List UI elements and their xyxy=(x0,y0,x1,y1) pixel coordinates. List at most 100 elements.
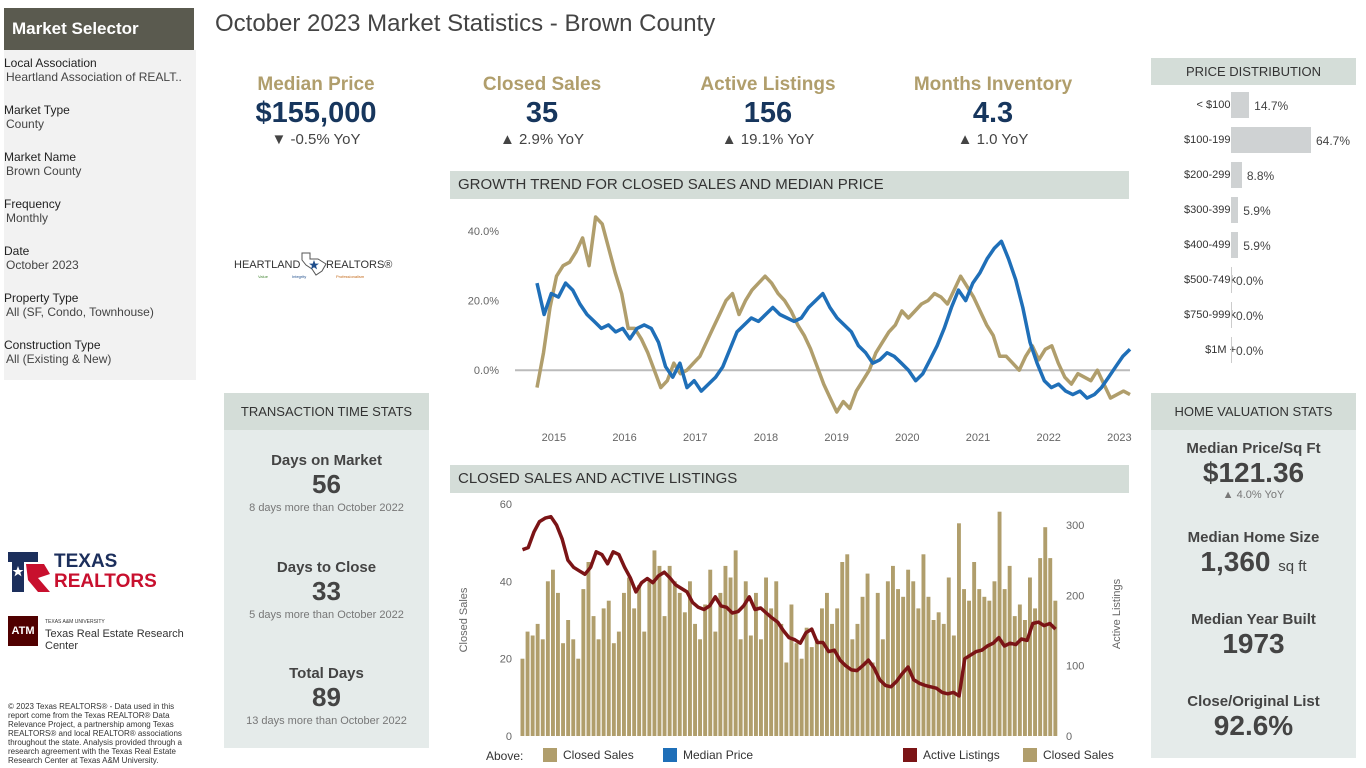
price-distribution-chart: < $100k 14.7% $100-199k 64.7% $200-299k 8.8% $… xyxy=(1151,92,1366,382)
stat-title: Days on Market xyxy=(271,452,382,469)
price-bucket-label: $200-299k xyxy=(1184,169,1236,181)
closed-sales-bar xyxy=(936,612,941,736)
closed-sales-bar xyxy=(693,623,697,736)
stat-note: 13 days more than October 2022 xyxy=(246,715,407,727)
closed-sales-bar xyxy=(880,639,885,736)
stat-median-year-built: Median Year Built 1973 xyxy=(1151,611,1356,660)
price-bucket-percent: 8.8% xyxy=(1246,169,1275,183)
selector-label: Market Type xyxy=(4,103,70,117)
selector-market-name[interactable]: Market Name Brown County xyxy=(4,150,194,178)
y2-tick-label: 200 xyxy=(1066,590,1084,602)
closed-sales-bar xyxy=(941,623,946,736)
closed-sales-bar xyxy=(728,577,733,736)
stat-title: Median Year Built xyxy=(1191,611,1316,628)
closed-sales-bar xyxy=(921,554,926,736)
closed-sales-bar xyxy=(652,550,657,736)
selector-label: Property Type xyxy=(4,291,79,305)
logo-tag: Professionalism xyxy=(336,274,365,279)
closed-sales-bar xyxy=(677,592,682,736)
stat-value: 92.6% xyxy=(1213,710,1294,741)
closed-sales-bar xyxy=(830,623,834,736)
closed-sales-bar xyxy=(926,596,931,736)
logo-tag: Integrity xyxy=(292,274,307,279)
y-tick-label: 20 xyxy=(500,654,512,666)
price-bucket-row: $400-499k 5.9% xyxy=(1151,232,1366,258)
closed-sales-bar xyxy=(708,569,713,736)
tamu-research-center-logo: ATM TEXAS A&M UNIVERSITY Texas Real Esta… xyxy=(8,616,203,652)
selector-label: Market Name xyxy=(4,150,77,164)
legend-swatch xyxy=(543,748,557,762)
x-tick-label: 2019 xyxy=(824,432,848,444)
y2-axis-label: Active Listings xyxy=(1111,578,1123,649)
selector-construction-type[interactable]: Construction Type All (Existing & New) xyxy=(4,338,194,366)
price-bucket-row: $100-199k 64.7% xyxy=(1151,127,1366,153)
stat-value: 1,360 xyxy=(1200,546,1271,577)
price-bucket-percent: 5.9% xyxy=(1243,239,1271,253)
stat-title: Median Home Size xyxy=(1187,529,1320,546)
closed-sales-bar xyxy=(845,554,850,736)
kpi-closed-sales: Closed Sales 35 ▲ 2.9% YoY xyxy=(442,74,642,148)
price-bucket-axis xyxy=(1231,337,1232,363)
x-tick-label: 2022 xyxy=(1036,432,1060,444)
closed-sales-bar xyxy=(1002,589,1007,736)
closed-sales-bar xyxy=(642,631,647,736)
x-tick-label: 2021 xyxy=(966,432,990,444)
logo-text-top: TEXAS xyxy=(54,551,118,572)
legend-text: Median Price xyxy=(683,748,754,762)
selector-value: All (SF, Condo, Townhouse) xyxy=(6,305,154,319)
selector-property-type[interactable]: Property Type All (SF, Condo, Townhouse) xyxy=(4,291,194,319)
selector-market-type[interactable]: Market Type County xyxy=(4,103,194,131)
closed-sales-bar xyxy=(738,639,743,736)
stat-unit: sq ft xyxy=(1278,558,1307,575)
kpi-title: Closed Sales xyxy=(482,74,602,95)
legend-text: Closed Sales xyxy=(563,748,634,762)
price-bucket-label: $500-749k xyxy=(1184,274,1236,286)
closed-sales-bar xyxy=(616,631,621,736)
closed-sales-bar xyxy=(718,592,723,736)
selector-value: Brown County xyxy=(6,164,82,178)
selector-local-association[interactable]: Local Association Heartland Association … xyxy=(4,56,194,84)
closed-sales-bar xyxy=(632,608,637,736)
closed-sales-bar xyxy=(713,631,718,736)
page-title: October 2023 Market Statistics - Brown C… xyxy=(215,10,716,37)
price-bucket-label: < $100k xyxy=(1196,99,1236,111)
legend-median-price[interactable]: Median Price xyxy=(663,748,753,762)
stat-value: 89 xyxy=(312,682,341,712)
selector-frequency[interactable]: Frequency Monthly xyxy=(4,197,194,225)
price-bucket-row: $1M +0.0% xyxy=(1151,337,1366,363)
closed-sales-bar xyxy=(586,562,591,736)
closed-sales-bar xyxy=(794,643,799,736)
kpi-title: Months Inventory xyxy=(913,74,1073,95)
stat-total-days: Total Days 89 13 days more than October … xyxy=(224,665,429,727)
tamu-mark-icon: ATM xyxy=(8,616,38,646)
kpi-yoy: ▲ 19.1% YoY xyxy=(721,131,815,148)
transaction-stats-header: TRANSACTION TIME STATS xyxy=(224,393,429,430)
closed-sales-bar xyxy=(1017,604,1022,736)
closed-sales-bar xyxy=(820,608,824,736)
kpi-yoy: ▲ 1.0 YoY xyxy=(957,131,1029,148)
copyright-notice: © 2023 Texas REALTORS® - Data used in th… xyxy=(8,702,182,765)
price-bucket-row: $500-749k 0.0% xyxy=(1151,267,1366,293)
closed-sales-active-listings-chart: 0 20 40 60 0 100 200 300 Closed Sales Active List… xyxy=(458,499,1123,743)
x-tick-label: 2016 xyxy=(612,432,636,444)
selector-date[interactable]: Date October 2023 xyxy=(4,244,194,272)
legend-text: Active Listings xyxy=(923,748,1000,762)
price-bucket-percent: 0.0% xyxy=(1236,309,1264,323)
legend-closed-sales[interactable]: Closed Sales xyxy=(543,748,634,762)
closed-sales-bar xyxy=(576,658,581,736)
logo-text-bottom: REALTORS xyxy=(54,571,157,592)
closed-sales-bar xyxy=(657,565,662,736)
closed-sales-bar xyxy=(748,635,753,736)
kpi-value: $155,000 xyxy=(255,97,377,129)
selector-value: All (Existing & New) xyxy=(6,352,112,366)
price-bucket-label: $400-499k xyxy=(1184,239,1236,251)
selector-value: October 2023 xyxy=(6,258,79,272)
closed-sales-bar xyxy=(835,608,840,736)
logo-text-right: REALTORS® xyxy=(326,259,393,271)
closed-sales-bar xyxy=(774,581,779,736)
stat-title: Total Days xyxy=(289,665,364,682)
legend-active-listings[interactable]: Active Listings xyxy=(903,748,1000,762)
legend-closed-sales-bars[interactable]: Closed Sales xyxy=(1023,748,1114,762)
y-tick-label: 0.0% xyxy=(474,365,499,377)
price-bucket-axis xyxy=(1231,302,1232,328)
